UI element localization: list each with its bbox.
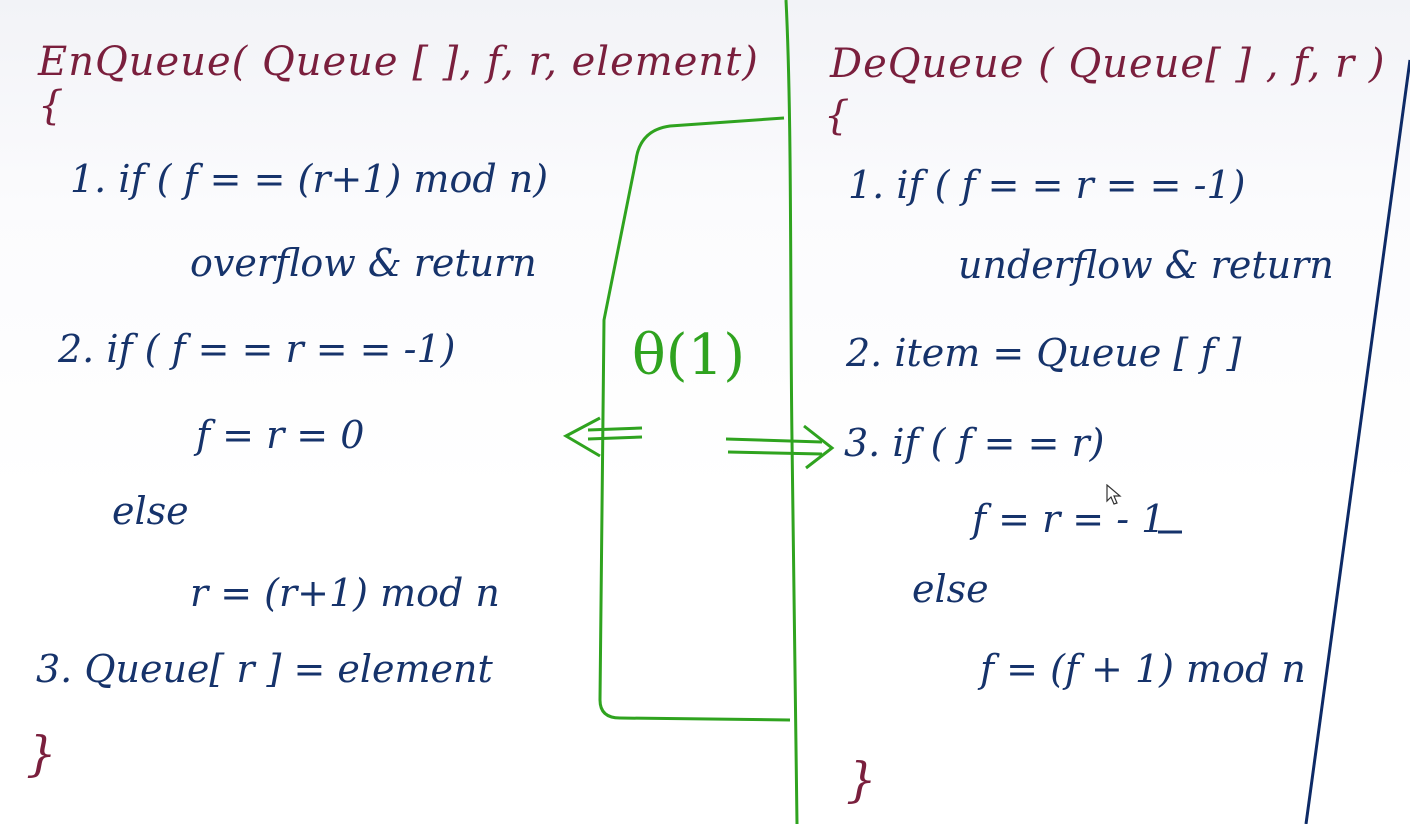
complexity-bracket xyxy=(598,116,791,722)
center-divider xyxy=(784,0,799,824)
right-edge-line xyxy=(1304,59,1410,824)
dequeue-step-3-action: f = r = - 1 xyxy=(972,497,1166,541)
double-arrow-right-icon xyxy=(725,424,835,470)
dequeue-step-2: 2. item = Queue [ f ] xyxy=(846,331,1242,375)
dequeue-open-brace: { xyxy=(824,93,850,139)
dequeue-step-3: 3. if ( f = = r) xyxy=(844,421,1105,465)
dequeue-else: else xyxy=(912,567,989,611)
dequeue-step-1-action: underflow & return xyxy=(958,243,1334,287)
enqueue-step-3: 3. Queue[ r ] = element xyxy=(36,647,493,691)
enqueue-step-1: 1. if ( f = = (r+1) mod n) xyxy=(70,157,549,201)
enqueue-step-2: 2. if ( f = = r = = -1) xyxy=(58,327,456,371)
double-arrow-left-icon xyxy=(562,416,643,458)
dequeue-else-action: f = (f + 1) mod n xyxy=(980,647,1306,691)
complexity-label: θ(1) xyxy=(632,323,746,388)
dequeue-header: DeQueue ( Queue[ ] , f, r ) xyxy=(830,41,1386,87)
enqueue-step-2-action: f = r = 0 xyxy=(196,413,365,457)
enqueue-else-action: r = (r+1) mod n xyxy=(190,571,500,615)
enqueue-open-brace: { xyxy=(38,83,64,129)
enqueue-else: else xyxy=(112,489,189,533)
enqueue-close-brace: } xyxy=(26,726,57,782)
dequeue-close-brace: } xyxy=(846,752,877,808)
enqueue-header: EnQueue( Queue [ ], f, r, element) xyxy=(38,39,759,85)
dequeue-step-1: 1. if ( f = = r = = -1) xyxy=(848,163,1246,207)
mouse-pointer-icon xyxy=(1106,484,1122,505)
enqueue-step-1-action: overflow & return xyxy=(190,241,537,285)
